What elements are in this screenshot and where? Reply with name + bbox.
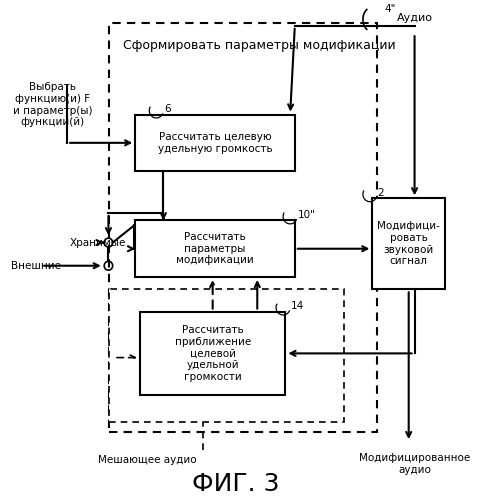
Text: 14: 14 — [291, 301, 304, 311]
Text: Рассчитать
приближение
целевой
удельной
громкости: Рассчитать приближение целевой удельной … — [174, 325, 251, 382]
Text: Рассчитать целевую
удельную громкость: Рассчитать целевую удельную громкость — [158, 132, 272, 154]
Bar — [135, 220, 295, 277]
Bar — [109, 290, 344, 422]
Text: 10": 10" — [298, 210, 315, 220]
Text: Внешние: Внешние — [11, 260, 61, 270]
Bar — [372, 198, 445, 290]
Text: Хранимые: Хранимые — [70, 238, 126, 248]
Text: Модифици-
ровать
звуковой
сигнал: Модифици- ровать звуковой сигнал — [377, 222, 440, 266]
Bar — [109, 24, 377, 432]
Text: 4": 4" — [384, 4, 396, 14]
Text: Модифицированное
аудио: Модифицированное аудио — [359, 454, 470, 475]
Text: Сформировать параметры модификации: Сформировать параметры модификации — [124, 39, 396, 52]
Text: ФИГ. 3: ФИГ. 3 — [192, 472, 280, 496]
Text: 6: 6 — [164, 104, 170, 114]
Text: Рассчитать
параметры
модификации: Рассчитать параметры модификации — [176, 232, 254, 266]
Text: Мешающее аудио: Мешающее аудио — [98, 456, 196, 466]
Bar — [140, 312, 285, 396]
Text: Аудио: Аудио — [397, 14, 433, 24]
Text: Выбрать
функцию(и) F
и параметр(ы)
функции(й): Выбрать функцию(и) F и параметр(ы) функц… — [13, 82, 93, 128]
Bar — [135, 114, 295, 171]
Text: 2: 2 — [378, 188, 384, 198]
